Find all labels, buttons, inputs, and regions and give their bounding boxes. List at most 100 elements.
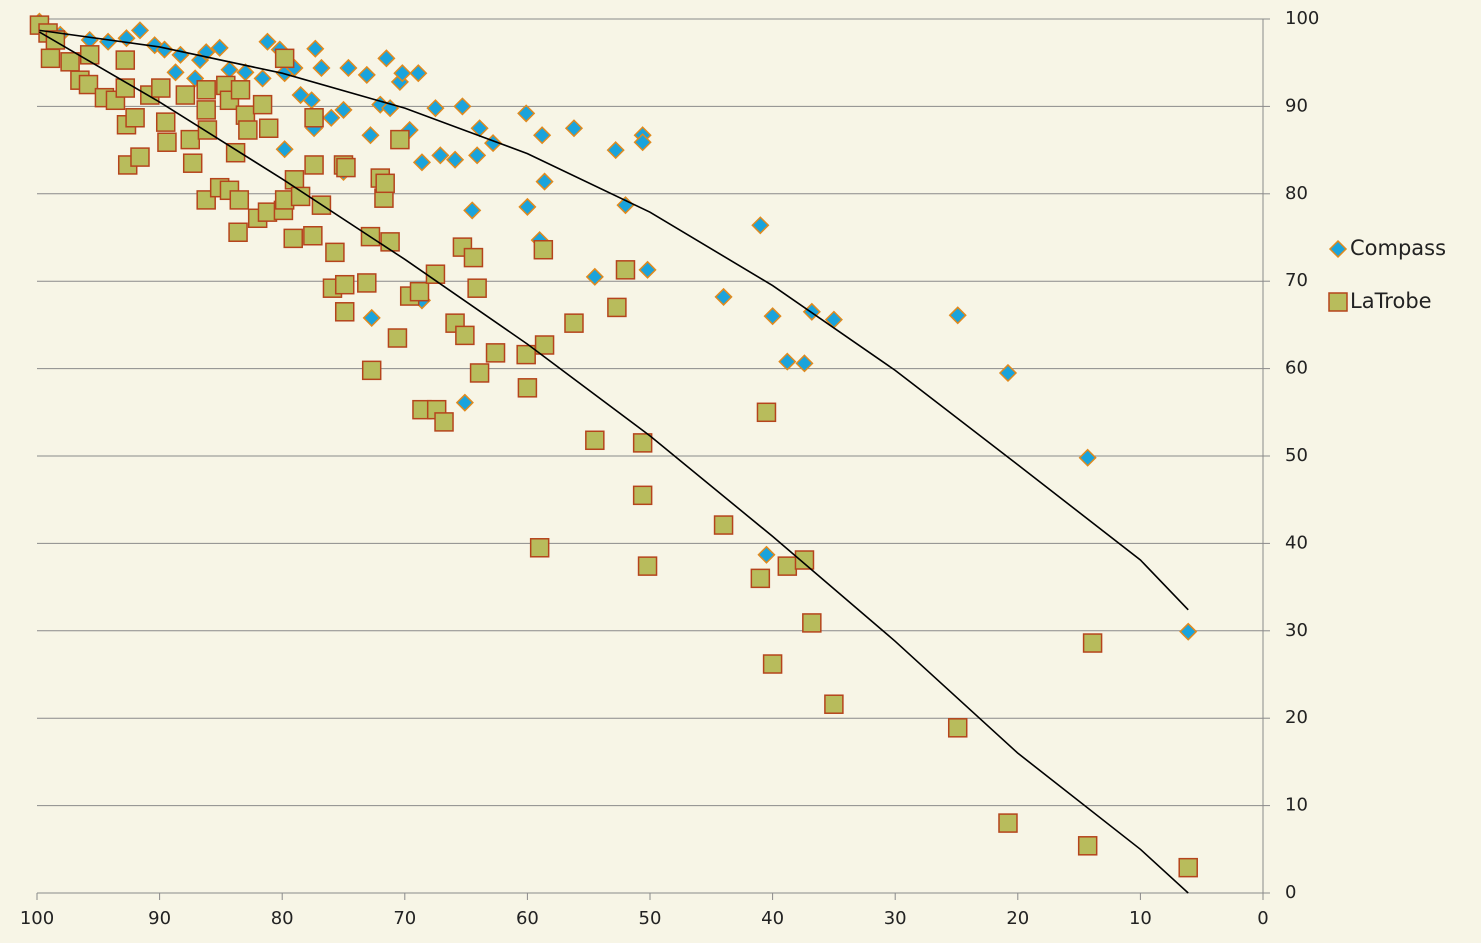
point [306,39,325,58]
point [467,278,487,298]
point [412,153,432,172]
point [751,216,770,235]
point [339,58,358,78]
point [750,568,771,589]
legend-label: Compass [1350,236,1446,260]
point [182,153,203,173]
point [334,100,353,119]
point [535,172,554,191]
point [463,201,482,220]
x-tick-label: 50 [639,908,662,929]
point [225,142,246,163]
point [533,239,554,260]
point [336,157,356,178]
point [615,260,636,280]
point [253,69,272,88]
point [157,132,177,152]
point [115,50,136,70]
point [166,63,185,82]
point [304,155,324,175]
point [632,485,653,506]
trendline [39,31,1189,894]
point [155,112,176,132]
y-tick-label: 100 [1285,8,1319,29]
point [40,48,61,69]
point [238,120,258,140]
point [948,306,967,325]
point [463,247,484,268]
point [1082,633,1103,653]
point [228,222,248,243]
point [533,126,552,145]
point [130,21,150,40]
point [468,146,487,165]
point [534,335,555,355]
point [714,287,733,306]
point [252,94,273,115]
point [229,190,250,210]
point [564,119,584,138]
point [283,228,303,249]
point [196,100,216,120]
point [585,430,605,451]
legend-label: LaTrobe [1350,289,1432,313]
point [713,515,734,535]
point [125,108,145,128]
x-tick-label: 30 [884,908,907,929]
legend-marker [1328,239,1348,259]
point [455,325,475,346]
point [824,694,844,714]
point [517,104,536,123]
point [763,307,782,326]
point [485,343,506,363]
point [1078,448,1097,467]
point [334,302,355,322]
y-tick-label: 0 [1285,882,1296,903]
x-tick-label: 20 [1006,908,1029,929]
point [393,64,412,83]
point [607,297,627,318]
y-tick-label: 90 [1285,95,1308,116]
point [1179,622,1198,641]
point [794,550,815,570]
x-tick-label: 0 [1257,908,1268,929]
point [362,308,381,327]
point [303,226,323,246]
point [795,354,814,373]
point [778,352,797,371]
point [998,363,1018,383]
point [756,402,777,423]
point [361,360,382,381]
point [325,242,345,263]
x-tick-label: 60 [516,908,539,929]
point [78,74,99,95]
point [196,80,216,100]
point [409,281,430,302]
point [469,363,490,383]
point [357,273,377,293]
y-tick-label: 10 [1285,795,1308,816]
point [757,545,776,564]
trendline [39,29,1189,611]
point [357,65,376,84]
point [175,85,196,105]
point [130,147,150,167]
point [375,173,395,194]
point [434,412,454,432]
point [455,393,474,412]
point [633,133,652,152]
point [426,99,445,118]
point [409,64,428,83]
point [529,538,550,558]
y-tick-label: 60 [1285,358,1308,379]
point [380,232,400,252]
point [180,129,200,150]
point [230,80,251,100]
point [151,78,171,98]
y-tick-label: 30 [1285,620,1308,641]
point [564,313,584,333]
point [431,146,450,165]
point [446,150,465,169]
point [377,49,396,68]
